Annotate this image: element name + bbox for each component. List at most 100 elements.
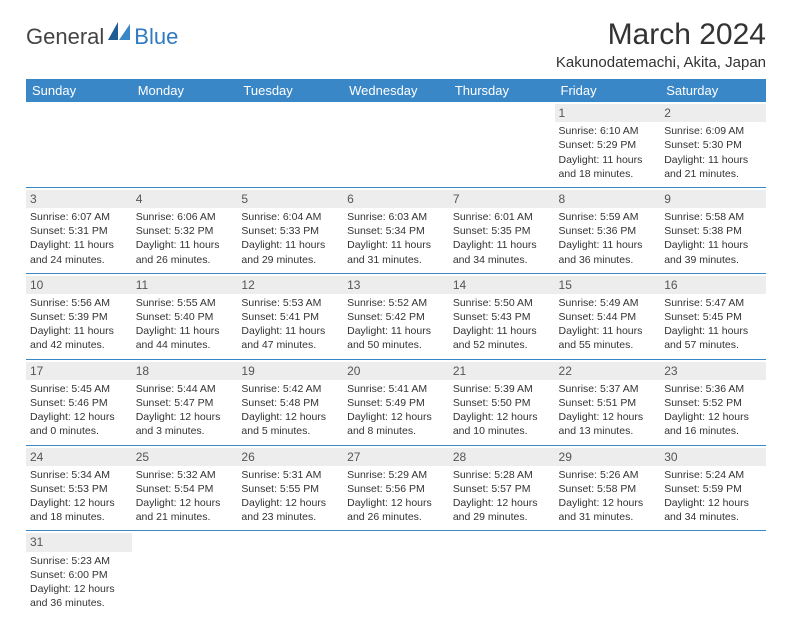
daylight-text: Daylight: 11 hours	[136, 324, 234, 338]
sunset-text: Sunset: 5:29 PM	[559, 138, 657, 152]
sunset-text: Sunset: 5:53 PM	[30, 482, 128, 496]
daylight-text: Daylight: 11 hours	[30, 238, 128, 252]
day-number: 21	[449, 362, 555, 380]
calendar-day-cell: 31Sunrise: 5:23 AMSunset: 6:00 PMDayligh…	[26, 531, 132, 616]
sunrise-text: Sunrise: 6:07 AM	[30, 210, 128, 224]
day-header: Monday	[132, 79, 238, 102]
day-number: 1	[555, 104, 661, 122]
calendar-body: 1Sunrise: 6:10 AMSunset: 5:29 PMDaylight…	[26, 102, 766, 616]
calendar-day-cell	[237, 531, 343, 616]
daylight-text: Daylight: 11 hours	[241, 238, 339, 252]
daylight-text: and 21 minutes.	[664, 167, 762, 181]
sunrise-text: Sunrise: 5:59 AM	[559, 210, 657, 224]
sunset-text: Sunset: 5:33 PM	[241, 224, 339, 238]
daylight-text: and 39 minutes.	[664, 253, 762, 267]
calendar-day-cell	[555, 531, 661, 616]
sunrise-text: Sunrise: 5:41 AM	[347, 382, 445, 396]
daylight-text: and 57 minutes.	[664, 338, 762, 352]
sunset-text: Sunset: 5:39 PM	[30, 310, 128, 324]
sunrise-text: Sunrise: 5:47 AM	[664, 296, 762, 310]
sunset-text: Sunset: 5:41 PM	[241, 310, 339, 324]
calendar-day-cell	[132, 102, 238, 187]
sunrise-text: Sunrise: 5:45 AM	[30, 382, 128, 396]
daylight-text: Daylight: 12 hours	[347, 496, 445, 510]
daylight-text: and 26 minutes.	[347, 510, 445, 524]
sunrise-text: Sunrise: 6:03 AM	[347, 210, 445, 224]
calendar-day-cell: 30Sunrise: 5:24 AMSunset: 5:59 PMDayligh…	[660, 445, 766, 531]
sunrise-text: Sunrise: 6:09 AM	[664, 124, 762, 138]
daylight-text: Daylight: 12 hours	[136, 410, 234, 424]
header-right: March 2024 Kakunodatemachi, Akita, Japan	[556, 18, 766, 71]
calendar-day-cell	[343, 102, 449, 187]
day-number	[343, 533, 449, 551]
calendar-day-cell: 16Sunrise: 5:47 AMSunset: 5:45 PMDayligh…	[660, 273, 766, 359]
sunset-text: Sunset: 5:38 PM	[664, 224, 762, 238]
daylight-text: and 36 minutes.	[559, 253, 657, 267]
sunset-text: Sunset: 5:59 PM	[664, 482, 762, 496]
calendar-week-row: 24Sunrise: 5:34 AMSunset: 5:53 PMDayligh…	[26, 445, 766, 531]
calendar-day-cell: 25Sunrise: 5:32 AMSunset: 5:54 PMDayligh…	[132, 445, 238, 531]
calendar-week-row: 1Sunrise: 6:10 AMSunset: 5:29 PMDaylight…	[26, 102, 766, 187]
day-number: 9	[660, 190, 766, 208]
day-number: 11	[132, 276, 238, 294]
day-number: 13	[343, 276, 449, 294]
calendar-day-cell: 5Sunrise: 6:04 AMSunset: 5:33 PMDaylight…	[237, 187, 343, 273]
day-number: 19	[237, 362, 343, 380]
daylight-text: Daylight: 12 hours	[30, 582, 128, 596]
day-number	[555, 533, 661, 551]
sunset-text: Sunset: 5:49 PM	[347, 396, 445, 410]
sunset-text: Sunset: 5:36 PM	[559, 224, 657, 238]
day-number: 3	[26, 190, 132, 208]
calendar-day-cell	[449, 102, 555, 187]
day-number	[132, 104, 238, 122]
day-header: Sunday	[26, 79, 132, 102]
sunrise-text: Sunrise: 5:44 AM	[136, 382, 234, 396]
sunrise-text: Sunrise: 5:52 AM	[347, 296, 445, 310]
calendar-day-cell	[26, 102, 132, 187]
logo: General Blue	[26, 24, 178, 50]
calendar-day-cell	[660, 531, 766, 616]
daylight-text: and 23 minutes.	[241, 510, 339, 524]
calendar-page: General Blue March 2024 Kakunodatemachi,…	[0, 0, 792, 634]
calendar-day-cell: 20Sunrise: 5:41 AMSunset: 5:49 PMDayligh…	[343, 359, 449, 445]
day-number: 2	[660, 104, 766, 122]
day-header: Thursday	[449, 79, 555, 102]
day-number	[449, 104, 555, 122]
calendar-day-cell	[449, 531, 555, 616]
calendar-day-cell: 8Sunrise: 5:59 AMSunset: 5:36 PMDaylight…	[555, 187, 661, 273]
calendar-day-cell	[132, 531, 238, 616]
calendar-week-row: 3Sunrise: 6:07 AMSunset: 5:31 PMDaylight…	[26, 187, 766, 273]
sunset-text: Sunset: 5:48 PM	[241, 396, 339, 410]
sunset-text: Sunset: 5:40 PM	[136, 310, 234, 324]
sunset-text: Sunset: 5:47 PM	[136, 396, 234, 410]
day-number	[26, 104, 132, 122]
sunrise-text: Sunrise: 5:32 AM	[136, 468, 234, 482]
day-number: 28	[449, 448, 555, 466]
sunset-text: Sunset: 5:45 PM	[664, 310, 762, 324]
daylight-text: and 34 minutes.	[453, 253, 551, 267]
daylight-text: and 55 minutes.	[559, 338, 657, 352]
daylight-text: Daylight: 11 hours	[559, 153, 657, 167]
location-subtitle: Kakunodatemachi, Akita, Japan	[556, 54, 766, 71]
daylight-text: Daylight: 11 hours	[453, 238, 551, 252]
sunset-text: Sunset: 5:51 PM	[559, 396, 657, 410]
daylight-text: and 31 minutes.	[347, 253, 445, 267]
logo-sail-icon	[108, 22, 130, 40]
sunrise-text: Sunrise: 5:28 AM	[453, 468, 551, 482]
daylight-text: and 26 minutes.	[136, 253, 234, 267]
sunrise-text: Sunrise: 5:34 AM	[30, 468, 128, 482]
sunset-text: Sunset: 5:50 PM	[453, 396, 551, 410]
day-number: 15	[555, 276, 661, 294]
calendar-day-cell: 1Sunrise: 6:10 AMSunset: 5:29 PMDaylight…	[555, 102, 661, 187]
daylight-text: and 47 minutes.	[241, 338, 339, 352]
daylight-text: Daylight: 11 hours	[241, 324, 339, 338]
daylight-text: and 5 minutes.	[241, 424, 339, 438]
calendar-day-cell: 29Sunrise: 5:26 AMSunset: 5:58 PMDayligh…	[555, 445, 661, 531]
calendar-day-cell: 6Sunrise: 6:03 AMSunset: 5:34 PMDaylight…	[343, 187, 449, 273]
sunrise-text: Sunrise: 5:26 AM	[559, 468, 657, 482]
sunset-text: Sunset: 5:30 PM	[664, 138, 762, 152]
day-number: 18	[132, 362, 238, 380]
daylight-text: Daylight: 12 hours	[241, 496, 339, 510]
day-number: 29	[555, 448, 661, 466]
sunset-text: Sunset: 5:52 PM	[664, 396, 762, 410]
